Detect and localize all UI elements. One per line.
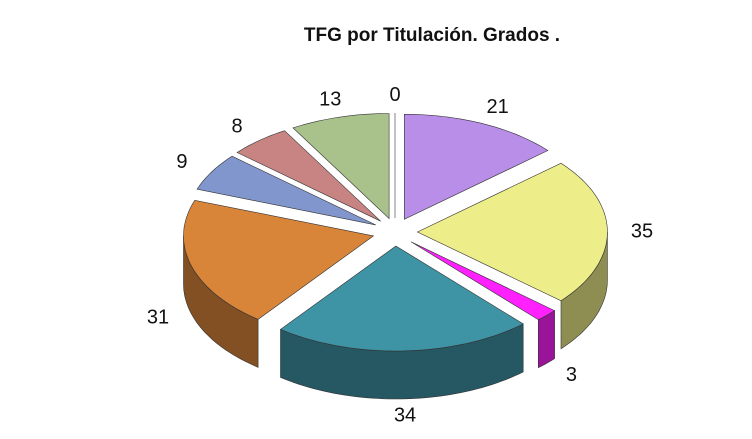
slice — [416, 162, 608, 302]
slice — [236, 130, 381, 222]
slice — [292, 113, 390, 220]
slice — [196, 155, 376, 226]
data-label: 0 — [389, 84, 400, 106]
data-label: 21 — [486, 96, 508, 118]
data-label: 3 — [566, 364, 577, 386]
data-label: 13 — [319, 89, 341, 111]
data-label: 9 — [176, 151, 187, 173]
slice — [410, 241, 556, 321]
slice — [279, 245, 524, 352]
slice — [404, 114, 549, 220]
slice — [183, 199, 375, 320]
data-label: 31 — [147, 307, 169, 329]
slice-side — [538, 310, 555, 369]
data-label: 8 — [232, 115, 243, 137]
data-label: 35 — [631, 220, 653, 242]
chart-title: TFG por Titulación. Grados . — [304, 25, 560, 46]
data-label: 34 — [394, 405, 416, 427]
